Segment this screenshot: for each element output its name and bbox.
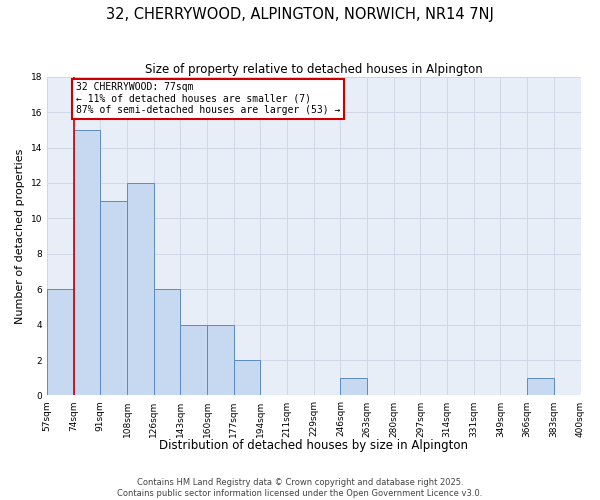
Text: Contains HM Land Registry data © Crown copyright and database right 2025.
Contai: Contains HM Land Registry data © Crown c… — [118, 478, 482, 498]
Bar — [233, 360, 260, 396]
Title: Size of property relative to detached houses in Alpington: Size of property relative to detached ho… — [145, 62, 482, 76]
Text: 32, CHERRYWOOD, ALPINGTON, NORWICH, NR14 7NJ: 32, CHERRYWOOD, ALPINGTON, NORWICH, NR14… — [106, 8, 494, 22]
Bar — [74, 130, 100, 396]
Bar — [207, 324, 233, 396]
Bar — [154, 289, 181, 396]
Y-axis label: Number of detached properties: Number of detached properties — [15, 148, 25, 324]
Bar — [181, 324, 207, 396]
Bar — [47, 289, 74, 396]
Bar — [100, 200, 127, 396]
Bar — [527, 378, 554, 396]
Text: 32 CHERRYWOOD: 77sqm
← 11% of detached houses are smaller (7)
87% of semi-detach: 32 CHERRYWOOD: 77sqm ← 11% of detached h… — [76, 82, 340, 115]
Bar — [340, 378, 367, 396]
Bar — [127, 183, 154, 396]
X-axis label: Distribution of detached houses by size in Alpington: Distribution of detached houses by size … — [159, 440, 468, 452]
